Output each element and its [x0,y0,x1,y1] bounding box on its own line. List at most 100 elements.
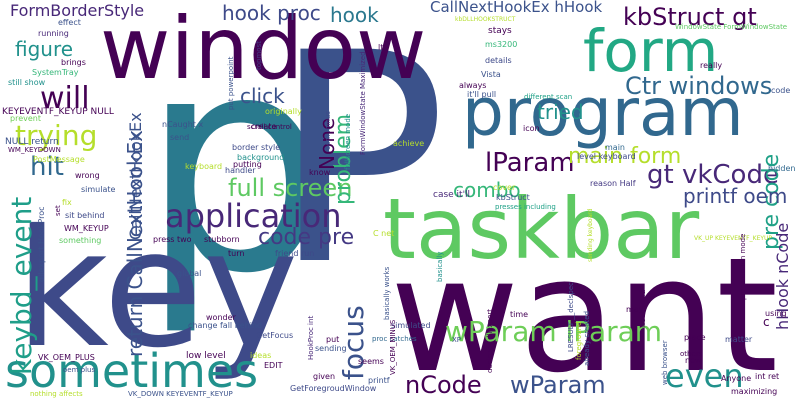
word: PostMessage [33,155,85,164]
word: GetForegroudWindow [290,384,377,393]
word: really [700,61,723,70]
word: form [583,17,719,85]
word: simulated [391,321,431,330]
word: new [685,356,702,365]
word: know [309,168,331,177]
word: hidden [768,164,796,173]
word: place [684,333,706,342]
word: focus [337,305,370,380]
word: scroll control [247,123,292,131]
word: NULL return [5,137,59,147]
word: handler [225,166,256,175]
word: key [15,196,299,384]
word: lParam [485,148,575,178]
word: change fall behind [188,321,263,330]
word: code pre [258,225,355,250]
word: sit behind [65,211,105,220]
word: keyboard [185,162,223,171]
word: WM_KEYDOWN [8,146,61,154]
word: hook [330,3,379,27]
word: always [459,81,487,90]
word: putting [233,160,262,169]
word: full screen [228,174,353,202]
word: WindowState FormWindowState [675,23,788,31]
word: nCode [405,371,482,399]
word: press two [153,235,192,244]
word: already created [583,310,591,366]
word: sending keyboard [587,208,594,262]
word: code [771,86,791,95]
word: CallNextHookEx [126,112,145,240]
word: window [100,0,427,99]
word: reason Half [590,179,636,188]
word: cover [493,183,516,192]
word: it'll pull [467,90,497,99]
word: want [390,224,779,400]
word: nothing affects [30,390,83,398]
word: sometimes [5,344,259,398]
word: time [510,310,529,319]
word: oem minus [324,111,332,150]
word: turn [228,249,245,258]
word: click [240,84,285,108]
word: foreground [575,321,583,360]
word: main [605,143,625,152]
word: simulate [81,185,116,194]
word: taskbar [383,180,700,278]
word: maximizing [731,387,778,396]
word: Anyone [721,374,752,383]
word: basically works [383,266,391,320]
word: seems [358,357,384,366]
word: gt vkCode [647,160,779,190]
word: c [763,315,770,329]
word: border style [232,143,281,152]
word: level keyboard [577,152,636,161]
word: VK_OEM_PLUS [38,353,95,362]
word: originally [265,107,302,116]
word: put powerpoint [227,56,235,110]
word: others [680,350,703,358]
word: application [165,197,342,235]
word: stubborn [204,235,240,244]
word: keybd_event [5,196,38,375]
word: EDIT [264,361,283,370]
word: wParam lParam [445,315,663,348]
word: something [59,236,102,245]
word: C net [373,229,395,238]
word: VK_UP KEYEVENTF_KEYUP [694,235,773,242]
word: icon [523,124,540,133]
word: P [272,0,447,329]
word: LRESULT __declspec [567,282,575,352]
word: brings [61,58,86,67]
word: matter [725,335,753,344]
word: declspec dllexport [486,308,494,373]
word: effect [58,18,81,27]
word: fullscreen mode [344,113,352,170]
word: WM_KEYUP [64,224,109,233]
word: put [326,335,340,344]
word: int ret [755,372,780,381]
word: low level [186,351,226,361]
word: FormBorderStyle [10,1,145,20]
word: FormWindowState Maximized [359,51,367,155]
word: friend run [275,249,315,258]
word: send [170,133,190,142]
word: may [626,305,644,314]
word: stays [488,26,512,36]
word: printf oem [683,184,788,208]
word: main form [568,144,682,169]
word: prevent [10,114,41,123]
word: wrong [75,171,100,180]
word: topmost [255,41,263,70]
word: basically [436,251,444,283]
word: nCaught x [162,120,204,129]
word: hit [30,152,64,182]
word: CallNextHookEx hHook [430,0,603,16]
word: lt [378,43,384,52]
word: ms3200 [485,40,518,49]
word: case it'll [433,190,471,200]
word: VK_OEM_MINUS [389,319,397,375]
word: figure [15,37,74,61]
word: even [665,357,744,395]
